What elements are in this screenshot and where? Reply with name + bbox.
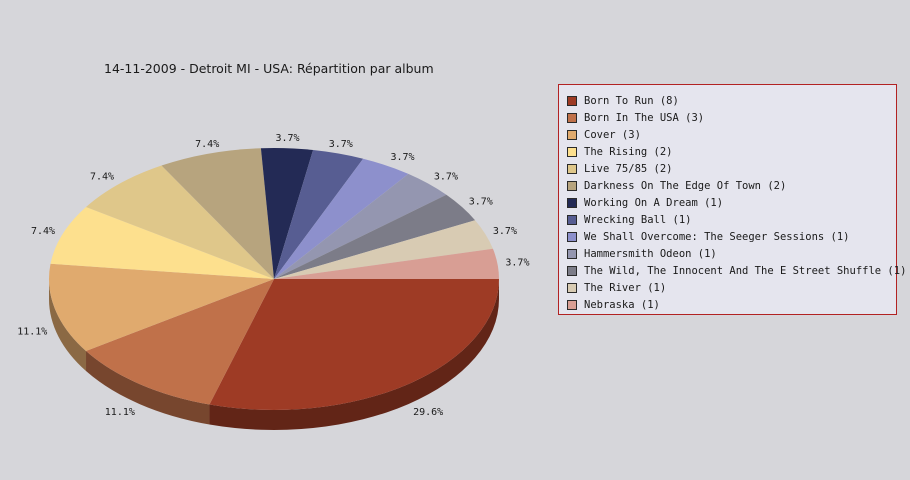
legend-swatch: [567, 95, 577, 106]
pie-depth-cover: [49, 279, 87, 371]
legend-item-we-shall-overcome-the-seeger-sessions: We Shall Overcome: The Seeger Sessions (…: [567, 228, 896, 245]
pie-label-working-on-a-dream: 3.7%: [275, 133, 299, 144]
pie-labels: 29.6% 11.1% 11.1% 7.4% 7.4% 7.4% 3.7% 3.7% 3.7% 3…: [17, 133, 529, 418]
legend-item-the-river: The River (1): [567, 279, 896, 296]
legend-label: Born To Run (8): [584, 94, 679, 107]
legend-label: Born In The USA (3): [584, 111, 705, 124]
legend-swatch: [567, 197, 577, 208]
pie-label-darkness-on-the-edge-of-town: 7.4%: [195, 139, 219, 150]
pie-label-the-rising: 7.4%: [31, 226, 55, 237]
pie-label-wrecking-ball: 3.7%: [329, 139, 353, 150]
legend-label: Hammersmith Odeon (1): [584, 247, 717, 260]
pie-slice-cover: [48, 263, 274, 351]
pie-slice-born-to-run: [209, 279, 499, 410]
pie-depth: [49, 279, 499, 430]
pie-label-live-75-85: 7.4%: [90, 171, 114, 182]
pie-label-born-in-the-usa: 11.1%: [105, 407, 135, 418]
legend-item-working-on-a-dream: Working On A Dream (1): [567, 194, 896, 211]
legend-label: We Shall Overcome: The Seeger Sessions (…: [584, 230, 850, 243]
pie-slice-hammersmith-odeon: [274, 173, 447, 279]
pie-slice-working-on-a-dream: [260, 148, 314, 279]
pie-label-born-to-run: 29.6%: [413, 407, 443, 418]
chart-title: 14-11-2009 - Detroit MI - USA: Répartiti…: [104, 61, 434, 76]
pie-slice-the-wild-the-innocent-and-the-e-street-shuffle: [274, 194, 476, 279]
legend-item-darkness-on-the-edge-of-town: Darkness On The Edge Of Town (2): [567, 177, 896, 194]
legend-label: The River (1): [584, 281, 667, 294]
legend-label: The Wild, The Innocent And The E Street …: [584, 264, 907, 277]
legend-item-hammersmith-odeon: Hammersmith Odeon (1): [567, 245, 896, 262]
legend-item-wrecking-ball: Wrecking Ball (1): [567, 211, 896, 228]
legend-swatch: [567, 163, 577, 174]
legend-label: Cover (3): [584, 128, 641, 141]
pie-depth-born-in-the-usa: [86, 350, 210, 425]
legend-item-the-wild-the-innocent-and-the-e-street-shuffle: The Wild, The Innocent And The E Street …: [567, 262, 906, 279]
legend-label: Nebraska (1): [584, 298, 660, 311]
pie-slice-wrecking-ball: [274, 149, 364, 279]
legend-label: Working On A Dream (1): [584, 196, 724, 209]
legend-swatch: [567, 299, 577, 310]
legend-item-born-to-run: Born To Run (8): [567, 92, 896, 109]
legend-label: Wrecking Ball (1): [584, 213, 692, 226]
pie-label-hammersmith-odeon: 3.7%: [434, 171, 458, 182]
legend-swatch: [567, 180, 577, 191]
legend-swatch: [567, 112, 577, 123]
pie-label-the-wild-the-innocent-and-the-e-street-shuffle: 3.7%: [469, 197, 493, 208]
pie-slice-the-river: [274, 220, 493, 279]
pie-label-cover: 11.1%: [17, 327, 47, 338]
legend-item-the-rising: The Rising (2): [567, 143, 896, 160]
pie-label-the-river: 3.7%: [493, 226, 517, 237]
legend-item-nebraska: Nebraska (1): [567, 296, 896, 313]
pie-slice-we-shall-overcome-the-seeger-sessions: [274, 158, 409, 279]
legend-swatch: [567, 214, 577, 225]
legend-swatch: [567, 248, 577, 259]
pie-chart: 29.6% 11.1% 11.1% 7.4% 7.4% 7.4% 3.7% 3.7% 3.7% 3…: [17, 133, 529, 430]
pie-slice-darkness-on-the-edge-of-town: [161, 148, 274, 279]
pie-label-we-shall-overcome-the-seeger-sessions: 3.7%: [391, 152, 415, 163]
legend-label: The Rising (2): [584, 145, 673, 158]
legend-swatch: [567, 146, 577, 157]
legend-swatch: [567, 265, 577, 276]
pie-slice-born-in-the-usa: [86, 279, 274, 405]
legend-label: Darkness On The Edge Of Town (2): [584, 179, 787, 192]
legend-item-cover: Cover (3): [567, 126, 896, 143]
pie-depth-born-to-run: [209, 279, 499, 430]
legend-item-born-in-the-usa: Born In The USA (3): [567, 109, 896, 126]
legend-item-live-75-85: Live 75/85 (2): [567, 160, 896, 177]
pie-slice-the-rising: [50, 207, 275, 279]
pie-slice-live-75-85: [86, 165, 274, 279]
pie-top: [48, 148, 499, 410]
legend-swatch: [567, 231, 577, 242]
legend-swatch: [567, 282, 577, 293]
legend-label: Live 75/85 (2): [584, 162, 673, 175]
pie-slice-nebraska: [274, 248, 499, 279]
legend-swatch: [567, 129, 577, 140]
legend: Born To Run (8) Born In The USA (3) Cover …: [558, 84, 906, 315]
pie-label-nebraska: 3.7%: [505, 258, 529, 269]
